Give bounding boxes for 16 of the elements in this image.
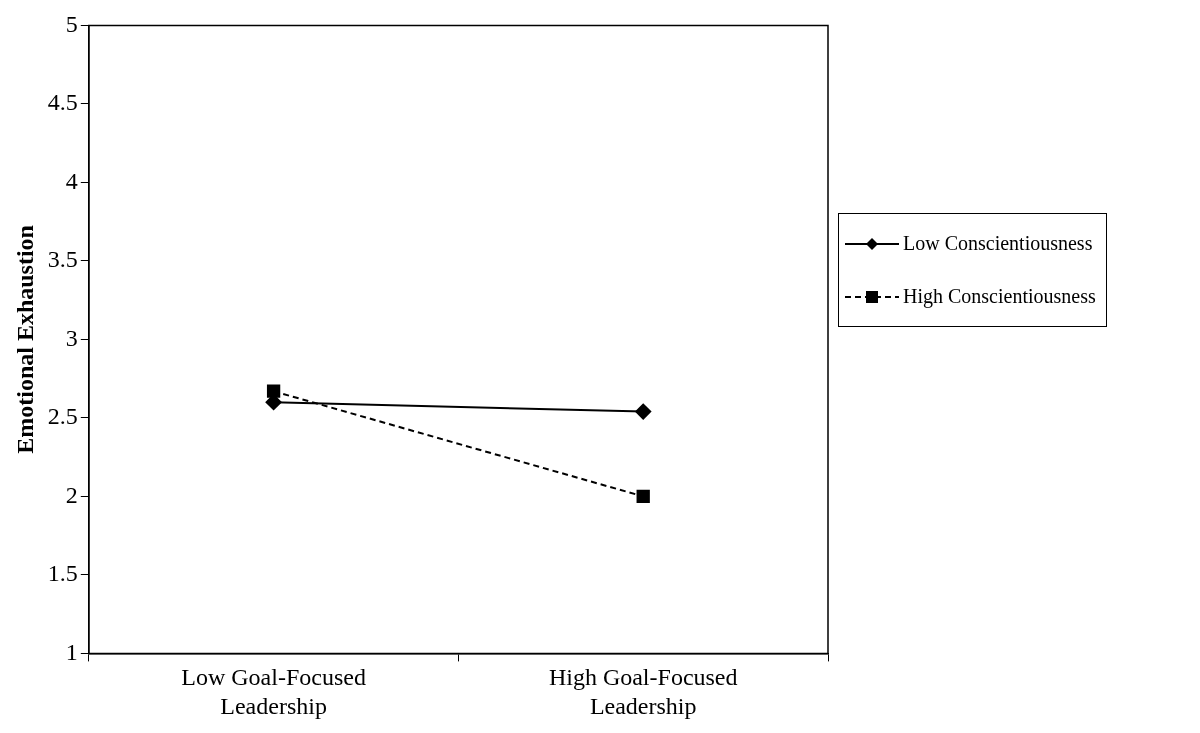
y-axis-title: Emotional Exhaustion (11, 225, 38, 454)
y-tick-label: 3 (65, 324, 78, 351)
y-tick-label: 5 (65, 10, 78, 37)
y-tick-label: 1.5 (47, 560, 78, 587)
y-tick-label: 4.5 (47, 89, 78, 116)
legend-label: High Conscientiousness (903, 285, 1096, 308)
point (635, 403, 652, 420)
y-tick-label: 4 (65, 167, 78, 194)
y-tick-label: 3.5 (47, 246, 78, 273)
y-tick-label: 1 (65, 638, 78, 665)
point (636, 489, 650, 504)
x-tick-label: Low Goal-Focused Leadership (181, 664, 366, 719)
legend-label: Low Conscientiousness (903, 232, 1093, 255)
y-tick-label: 2 (65, 481, 78, 508)
x-tick-label: High Goal-Focused Leadership (548, 664, 738, 719)
y-tick-label: 2.5 (47, 403, 78, 430)
